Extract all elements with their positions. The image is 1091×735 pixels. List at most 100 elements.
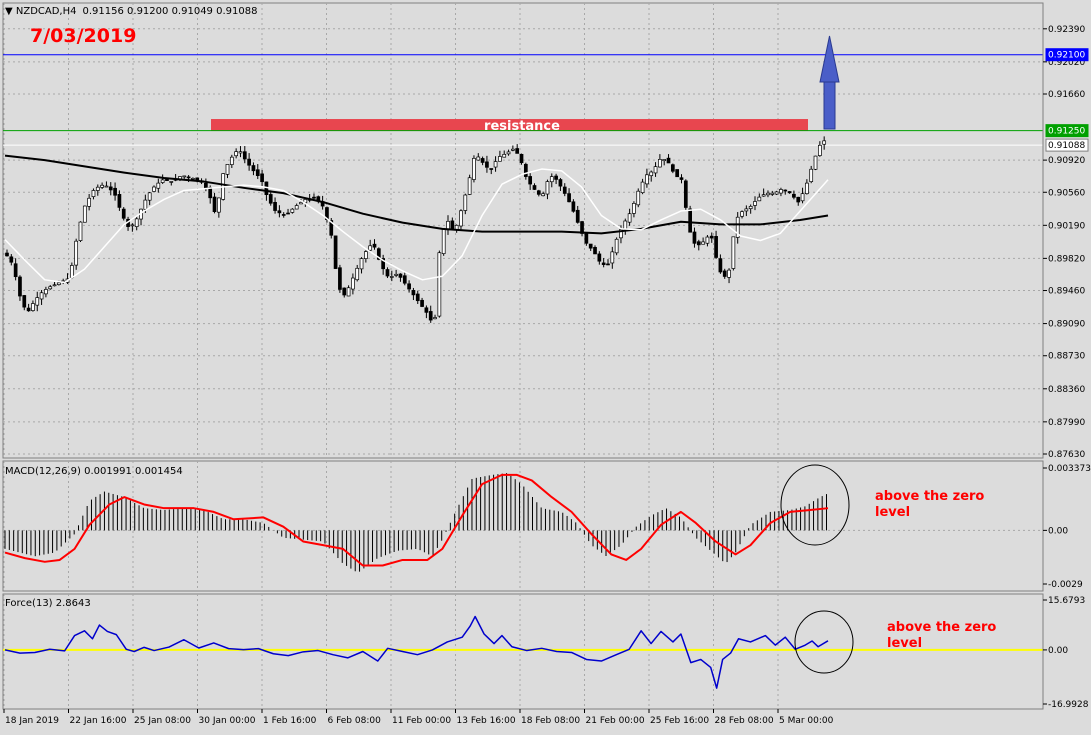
candle-body (584, 232, 589, 244)
macd-pane[interactable]: MACD(12,26,9) 0.001991 0.001454 above th… (4, 464, 984, 572)
candle-body (701, 241, 705, 245)
candle-body (217, 197, 221, 213)
moving-average-fast-line (4, 168, 829, 284)
candle-body (182, 175, 187, 178)
arrow-head (819, 35, 840, 83)
price-level-tags: 0.92100 0.91250 0.91088 (1045, 48, 1089, 152)
candle-body (476, 156, 481, 161)
candle-body (407, 283, 411, 290)
level-tag-label: 0.91088 (1048, 141, 1085, 151)
candle-body (346, 287, 351, 297)
candle-body (424, 307, 429, 313)
candle-body (415, 293, 420, 302)
candle-body (44, 289, 48, 295)
candle-body (169, 181, 174, 183)
candle-body (606, 263, 610, 266)
candle-body (670, 164, 675, 172)
macd-title: MACD(12,26,9) 0.001991 0.001454 (5, 466, 183, 477)
candle-body (632, 203, 636, 214)
time-tick-label: 1 Feb 16:00 (263, 716, 317, 726)
candle-body (783, 189, 788, 192)
resistance-label: resistance (484, 119, 560, 134)
candle-body (402, 275, 407, 284)
candle-body (204, 182, 208, 189)
candle-body (147, 192, 152, 201)
candle-body (653, 166, 658, 174)
axis-tick-label: -0.0029 (1048, 580, 1083, 590)
candle-body (463, 194, 468, 211)
candle-body (389, 276, 394, 278)
candle-body (104, 185, 109, 188)
candle-body (688, 208, 692, 233)
candle-body (744, 208, 749, 212)
candle-body (536, 190, 541, 195)
candle-body (186, 176, 191, 179)
candle-body (69, 265, 74, 278)
candle-body (225, 164, 230, 175)
resistance-zone (211, 119, 808, 131)
axis-tick-label: 0.89820 (1048, 254, 1085, 264)
candle-body (247, 158, 251, 166)
candle-body (545, 181, 550, 195)
axis-tick-label: 0.87990 (1048, 418, 1085, 428)
candle-body (277, 210, 282, 214)
axis-tick-label: 0.92390 (1048, 25, 1085, 35)
candle-body (325, 207, 329, 220)
candle-body (78, 221, 83, 241)
axis-tick-label: 0.90190 (1048, 221, 1085, 231)
force-pane[interactable]: Force(13) 2.8643 above the zero level (3, 598, 1043, 689)
candle-body (502, 153, 507, 158)
candle-body (299, 202, 303, 205)
candle-body (493, 161, 498, 168)
candle-body (472, 157, 476, 180)
candle-body (329, 220, 334, 236)
candle-body (212, 196, 217, 213)
candle-body (91, 190, 96, 197)
candle-body (610, 251, 615, 264)
candle-body (498, 156, 502, 162)
symbol-label: NZDCAD,H4 (16, 6, 77, 17)
candle-body (18, 276, 22, 297)
candle-body (575, 209, 580, 223)
candle-body (722, 270, 727, 277)
force-annotation-line2: level (887, 636, 922, 651)
candle-body (662, 159, 667, 162)
macd-highlight-circle (780, 464, 850, 546)
macd-signal-line (4, 473, 829, 567)
candle-body (195, 177, 200, 181)
candle-body (562, 186, 567, 194)
time-tick-label: 30 Jan 00:00 (199, 716, 256, 726)
time-tick-label: 22 Jan 16:00 (70, 716, 127, 726)
time-tick-label: 25 Jan 08:00 (134, 716, 191, 726)
candle-body (614, 238, 619, 254)
candle-body (191, 178, 195, 180)
axis-tick-label: 15.6793 (1048, 596, 1085, 606)
candle-body (433, 317, 437, 320)
axis-tick-label: 0.89090 (1048, 320, 1085, 330)
candle-body (208, 187, 213, 199)
candle-body (364, 251, 368, 259)
level-tag (1045, 48, 1089, 62)
axis-tick-label: 0.87630 (1048, 450, 1085, 460)
candle-body (467, 177, 472, 195)
candle-body (312, 196, 316, 199)
candle-body (766, 192, 770, 196)
candle-body (268, 194, 273, 204)
level-tag (1045, 124, 1089, 138)
candle-body (255, 169, 260, 176)
candle-body (290, 208, 295, 213)
time-tick-label: 28 Feb 08:00 (715, 716, 774, 726)
price-pane[interactable]: resistance ▼ NZDCAD,H4 0.91156 0.91200 0.… (3, 6, 1043, 323)
candle-body (571, 201, 576, 212)
axis-tick-label: 0.90920 (1048, 156, 1085, 166)
up-arrow-icon (819, 35, 840, 130)
candle-body (26, 307, 31, 312)
candle-body (696, 241, 701, 246)
date-note: 7/03/2019 (30, 25, 136, 47)
candle-body (528, 176, 533, 185)
candle-body (679, 177, 684, 180)
dropdown-triangle-icon[interactable]: ▼ (5, 6, 16, 17)
candle-body (731, 236, 736, 269)
price-axis: 0.92390 0.92020 0.91660 0.90920 0.90560 0.901… (1042, 3, 1085, 460)
